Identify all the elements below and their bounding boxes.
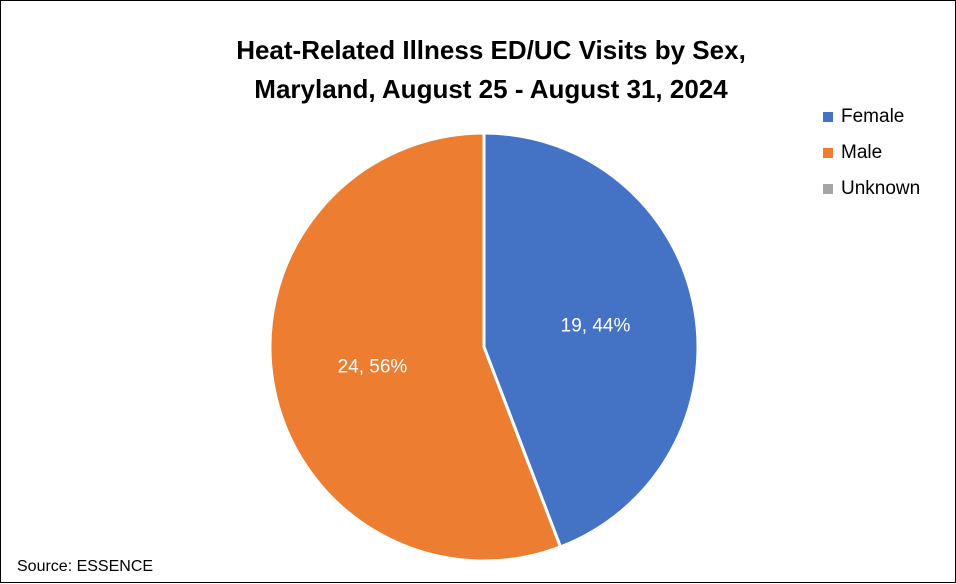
chart-title-line-2: Maryland, August 25 - August 31, 2024 xyxy=(254,74,728,104)
source-note: Source: ESSENCE xyxy=(17,558,154,575)
chart-title: Heat-Related Illness ED/UC Visits by Sex… xyxy=(151,31,831,109)
legend-swatch-female xyxy=(823,112,833,122)
chart-legend: Female Male Unknown xyxy=(823,99,920,207)
legend-label-unknown: Unknown xyxy=(841,178,921,199)
data-label-male: 24, 56% xyxy=(338,357,408,378)
data-label-female: 19, 44% xyxy=(561,315,631,336)
legend-item-male: Male xyxy=(823,135,920,171)
legend-label-female: Female xyxy=(841,106,905,127)
legend-item-unknown: Unknown xyxy=(823,171,920,207)
chart-title-line-1: Heat-Related Illness ED/UC Visits by Sex… xyxy=(236,35,746,65)
pie-slice-female xyxy=(482,131,700,549)
legend-label-male: Male xyxy=(841,142,883,163)
legend-swatch-male xyxy=(823,148,833,158)
pie-slice-male xyxy=(268,131,563,563)
legend-swatch-unknown xyxy=(823,184,833,194)
legend-item-female: Female xyxy=(823,99,920,135)
